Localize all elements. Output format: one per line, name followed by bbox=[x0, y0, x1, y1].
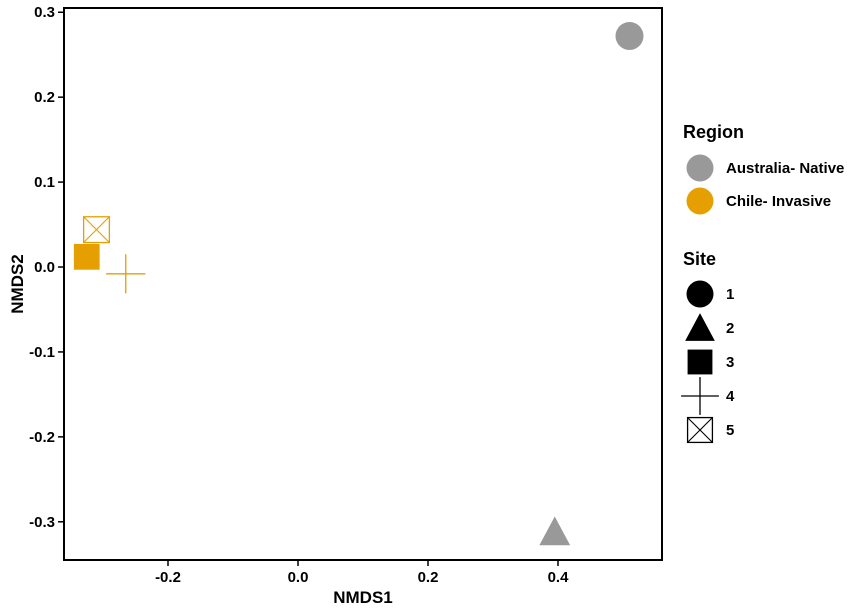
y-tick-label: -0.2 bbox=[29, 429, 55, 446]
data-point-site-1 bbox=[615, 22, 644, 51]
legend-site-key bbox=[686, 416, 714, 444]
y-tick-label: 0.2 bbox=[34, 89, 55, 106]
plot-area bbox=[73, 22, 644, 546]
y-axis-title: NMDS2 bbox=[8, 254, 27, 314]
x-tick-label: 0.4 bbox=[548, 569, 570, 586]
y-tick-label: -0.3 bbox=[29, 514, 55, 531]
legend-site-label: 5 bbox=[726, 422, 734, 439]
legend-site-key bbox=[686, 280, 714, 308]
legend-region-label: Chile- Invasive bbox=[726, 193, 831, 210]
legend-site-key bbox=[687, 349, 713, 375]
legend-site-label: 4 bbox=[726, 388, 735, 405]
y-tick-label: -0.1 bbox=[29, 344, 55, 361]
legend-region-title: Region bbox=[683, 122, 744, 142]
axes: -0.2 0.0 0.2 0.4 0.3 0.2 0.1 0.0 -0.1 -0.2 -0.3 bbox=[29, 4, 663, 586]
x-tick-label: -0.2 bbox=[155, 569, 181, 586]
y-tick-label: 0.1 bbox=[34, 174, 55, 191]
legend: Region Site Australia- Native Chile- Inva… bbox=[681, 122, 844, 444]
x-axis-title: NMDS1 bbox=[333, 588, 393, 607]
legend-site-label: 3 bbox=[726, 354, 734, 371]
legend-region-key bbox=[686, 154, 714, 182]
legend-site-key bbox=[681, 377, 719, 415]
x-tick-label: 0.0 bbox=[288, 569, 309, 586]
data-point-site-5 bbox=[82, 216, 111, 244]
x-tick-label: 0.2 bbox=[418, 569, 439, 586]
legend-site-title: Site bbox=[683, 249, 716, 269]
data-point-site-4 bbox=[106, 254, 146, 294]
plot-border bbox=[63, 7, 663, 561]
legend-site-label: 2 bbox=[726, 320, 734, 337]
legend-region-key bbox=[686, 187, 714, 215]
y-tick-label: 0.3 bbox=[34, 4, 55, 21]
y-tick-label: 0.0 bbox=[34, 259, 55, 276]
legend-site-key bbox=[685, 313, 715, 341]
data-point-site-2 bbox=[539, 516, 571, 546]
legend-region-label: Australia- Native bbox=[726, 160, 844, 177]
legend-site-label: 1 bbox=[726, 286, 734, 303]
data-point-site-3 bbox=[73, 243, 100, 270]
